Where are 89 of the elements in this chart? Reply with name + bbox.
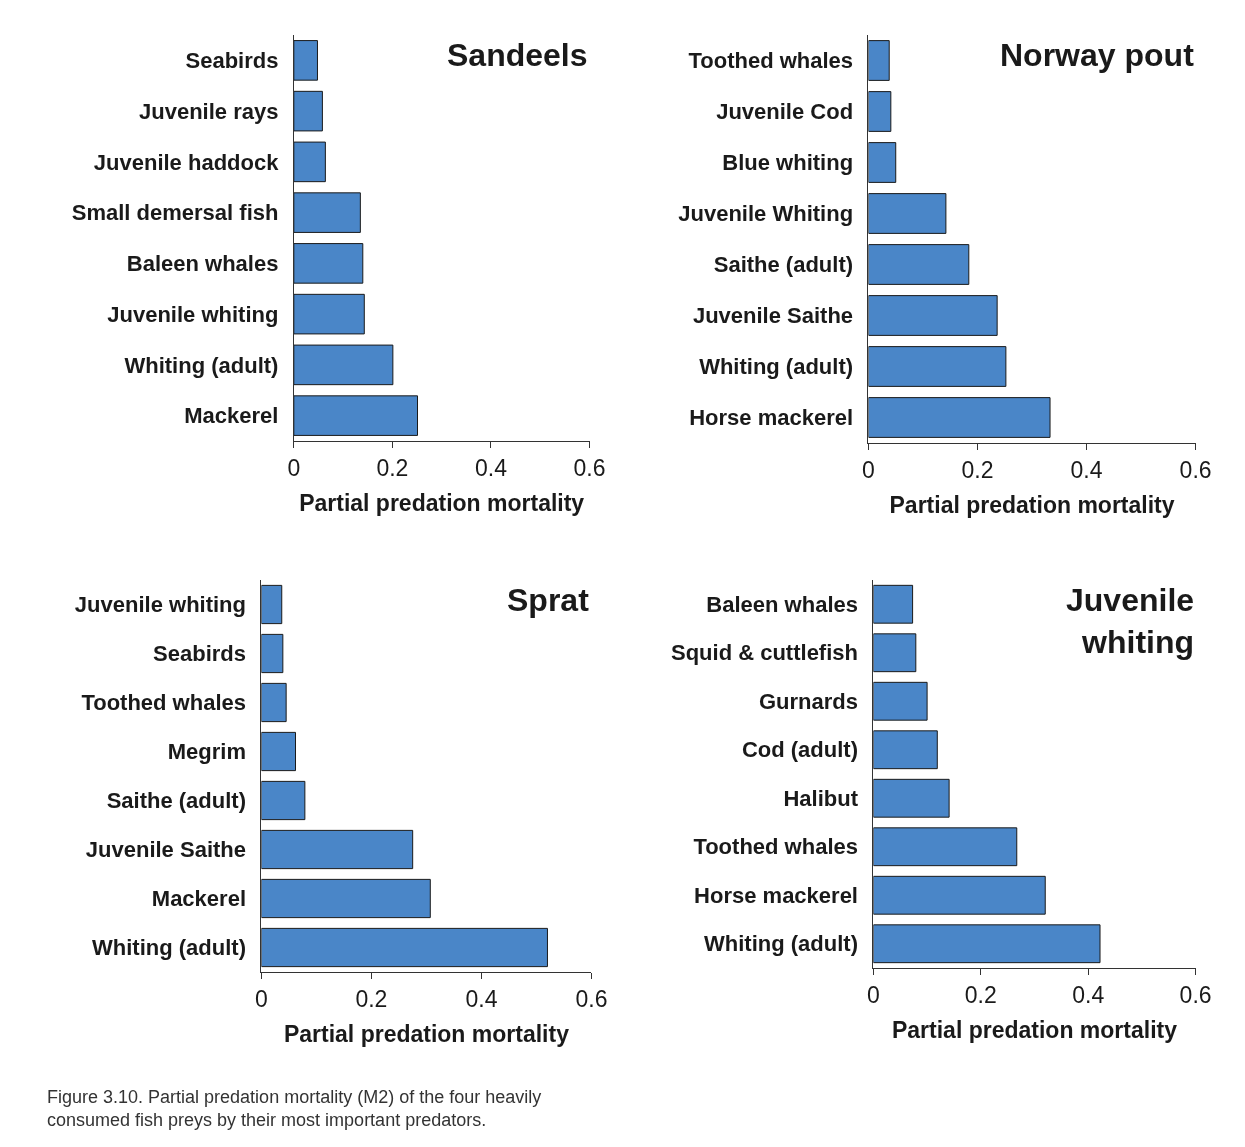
- y-tick-label: Mackerel: [184, 403, 279, 429]
- y-tick-label: Squid & cuttlefish: [671, 640, 858, 666]
- bar: [873, 730, 938, 770]
- y-tick-label: Juvenile whiting: [107, 301, 279, 327]
- y-tick-label: Whiting (adult): [704, 931, 858, 957]
- y-tick-label: Saithe (adult): [106, 788, 247, 814]
- bar: [293, 90, 323, 132]
- x-axis-title: Partial predation mortality: [891, 1017, 1178, 1044]
- bar: [873, 681, 928, 721]
- y-tick-label: Halibut: [783, 785, 859, 811]
- bar: [868, 397, 1051, 438]
- y-tick-label: Seabirds: [153, 641, 247, 667]
- bar: [261, 633, 284, 674]
- bar: [873, 827, 1018, 867]
- bar: [261, 584, 283, 625]
- x-tick-label: 0: [862, 456, 875, 483]
- y-tick-label: Juvenile haddock: [93, 149, 280, 175]
- bar: [868, 295, 998, 336]
- bar: [261, 780, 306, 821]
- y-tick-label: Whiting (adult): [92, 935, 247, 961]
- x-tick-label: 0.2: [355, 985, 388, 1012]
- bar: [293, 293, 365, 335]
- bar: [293, 192, 361, 233]
- y-tick-label: Toothed whales: [693, 834, 858, 860]
- y-tick-label: Horse mackerel: [689, 405, 854, 431]
- x-axis-title: Partial predation mortality: [299, 490, 585, 517]
- y-tick-label: Juvenile whiting: [74, 592, 247, 618]
- y-tick-label: Cod (adult): [741, 737, 858, 763]
- y-tick-label: Toothed whales: [81, 690, 247, 716]
- bar: [261, 829, 414, 870]
- x-axis-title: Partial predation mortality: [283, 1021, 570, 1048]
- x-tick-label: 0.4: [1070, 456, 1103, 483]
- bar: [868, 244, 970, 285]
- x-tick-label: 0.6: [573, 454, 606, 481]
- bar: [261, 927, 548, 968]
- text: Juvenile whiting: [1066, 582, 1195, 660]
- bar: [873, 633, 917, 673]
- y-tick-label: Gurnards: [758, 688, 858, 714]
- y-tick-label: Juvenile Whiting: [678, 201, 854, 227]
- bar: [873, 778, 950, 818]
- x-tick-label: 0.6: [1179, 981, 1212, 1008]
- bar: [293, 243, 364, 284]
- x-tick-label: 0.2: [964, 981, 997, 1008]
- x-tick-label: 0.6: [1179, 456, 1212, 483]
- x-tick-label: 0.2: [961, 456, 994, 483]
- chart-title: Norway pout: [1000, 37, 1195, 73]
- x-tick-label: 0: [255, 985, 268, 1012]
- bar: [873, 584, 914, 624]
- bar: [261, 731, 297, 772]
- y-tick-label: Mackerel: [151, 886, 247, 912]
- bar: [261, 878, 431, 919]
- y-tick-label: Juvenile Saithe: [692, 303, 854, 329]
- bar: [868, 40, 890, 81]
- y-tick-label: Megrim: [167, 739, 247, 765]
- x-tick-label: 0.2: [376, 454, 409, 481]
- bar: [868, 193, 947, 234]
- bar: [261, 682, 287, 723]
- bar: [293, 344, 394, 386]
- bar: [868, 346, 1007, 387]
- y-tick-label: Juvenile Saithe: [85, 837, 247, 863]
- x-tick-label: 0: [867, 981, 880, 1008]
- y-tick-label: Small demersal fish: [71, 200, 279, 226]
- y-tick-label: Juvenile Cod: [716, 99, 854, 125]
- bar: [873, 875, 1046, 915]
- x-tick-label: 0.4: [1072, 981, 1105, 1008]
- y-tick-label: Seabirds: [185, 48, 279, 74]
- x-tick-label: 0: [287, 454, 301, 481]
- chart-title: Sprat: [507, 582, 590, 618]
- chart-title: Sandeels: [447, 37, 588, 73]
- bar: [293, 40, 318, 81]
- y-tick-label: Baleen whales: [126, 251, 279, 277]
- bar: [293, 395, 419, 436]
- y-tick-label: Baleen whales: [706, 591, 858, 617]
- caption: Figure 3.10. Partial predation mortality (M2) of the four heavily consumed fish preys by their most important predators.: [47, 1087, 542, 1131]
- y-tick-label: Whiting (adult): [124, 352, 279, 378]
- x-tick-label: 0.6: [575, 985, 608, 1012]
- y-tick-label: Horse mackerel: [694, 882, 858, 908]
- x-tick-label: 0.4: [465, 985, 498, 1012]
- bar: [873, 924, 1101, 964]
- y-tick-label: Blue whiting: [722, 150, 854, 176]
- y-tick-label: Toothed whales: [688, 48, 854, 74]
- bar: [868, 142, 897, 183]
- bar: [868, 91, 892, 132]
- x-axis-title: Partial predation mortality: [889, 492, 1175, 519]
- bar: [293, 141, 326, 183]
- y-tick-label: Saithe (adult): [713, 252, 854, 278]
- x-tick-label: 0.4: [474, 454, 508, 481]
- y-tick-label: Juvenile rays: [138, 98, 279, 124]
- y-tick-label: Whiting (adult): [699, 354, 854, 380]
